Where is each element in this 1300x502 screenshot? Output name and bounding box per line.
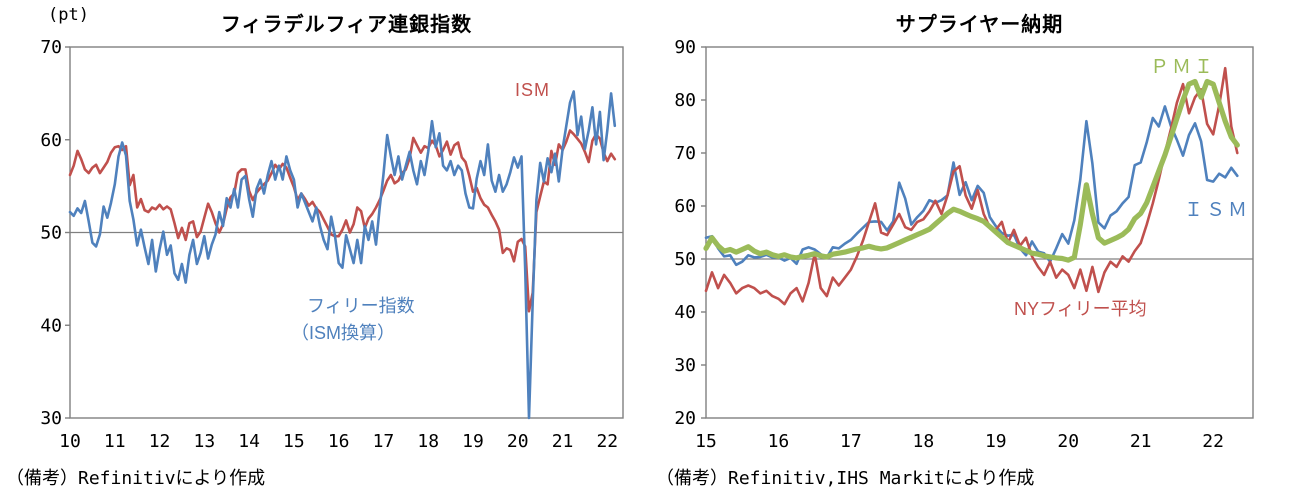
x-tick-label: 20 <box>507 431 529 452</box>
series-line-ism-deliveries <box>704 105 1239 267</box>
series-line-philly <box>68 90 617 420</box>
x-tick-label: 17 <box>373 431 395 452</box>
legend-philly-index-line2: （ISM換算） <box>291 323 396 343</box>
y-tick-label: 20 <box>674 408 696 429</box>
series-line-ny-philly-average <box>704 66 1239 306</box>
x-tick-label: 11 <box>104 431 126 452</box>
y-tick-label: 80 <box>674 90 696 111</box>
x-tick-label: 19 <box>985 431 1007 452</box>
y-tick-label: 30 <box>40 408 62 429</box>
legend-ny-philly-average: NYフィリー平均 <box>1014 299 1147 319</box>
x-tick-label: 22 <box>596 431 618 452</box>
x-tick-label: 10 <box>59 431 81 452</box>
right-chart-source-note: （備考）Refinitiv,IHS Markitにより作成 <box>656 468 1035 489</box>
x-tick-label: 16 <box>328 431 350 452</box>
x-tick-label: 21 <box>552 431 574 452</box>
y-tick-label: 30 <box>674 355 696 376</box>
plot-frame <box>705 46 1254 419</box>
y-tick-label: 40 <box>40 315 62 336</box>
left-chart-unit-label: (pt) <box>48 5 89 25</box>
y-tick-label: 70 <box>40 37 62 58</box>
legend-ism-left: ISM <box>515 80 551 100</box>
y-tick-label: 40 <box>674 302 696 323</box>
x-tick-label: 14 <box>238 431 260 452</box>
y-tick-label: 50 <box>40 223 62 244</box>
left-chart-title: フィラデルフィア連銀指数 <box>220 14 473 36</box>
x-tick-label: 18 <box>913 431 935 452</box>
right-chart-title: サプライヤー納期 <box>895 14 1064 36</box>
x-tick-label: 17 <box>840 431 862 452</box>
series-line-pmi <box>703 78 1240 263</box>
x-tick-label: 16 <box>768 431 790 452</box>
y-tick-label: 70 <box>674 143 696 164</box>
x-tick-label: 20 <box>1057 431 1079 452</box>
legend-ism-right: ＩＳＭ <box>1184 200 1251 221</box>
y-tick-label: 90 <box>674 37 696 58</box>
x-tick-label: 18 <box>417 431 439 452</box>
x-tick-label: 12 <box>149 431 171 452</box>
y-tick-label: 60 <box>674 196 696 217</box>
left-chart-source-note: （備考）Refinitivにより作成 <box>6 468 266 489</box>
x-tick-label: 13 <box>193 431 215 452</box>
legend-pmi: ＰＭＩ <box>1150 57 1217 78</box>
x-tick-label: 15 <box>283 431 305 452</box>
x-tick-label: 15 <box>695 431 717 452</box>
y-tick-label: 50 <box>674 249 696 270</box>
x-tick-label: 22 <box>1202 431 1224 452</box>
x-tick-label: 19 <box>462 431 484 452</box>
legend-philly-index-line1: フィリー指数 <box>307 296 415 316</box>
x-tick-label: 21 <box>1130 431 1152 452</box>
y-tick-label: 60 <box>40 130 62 151</box>
